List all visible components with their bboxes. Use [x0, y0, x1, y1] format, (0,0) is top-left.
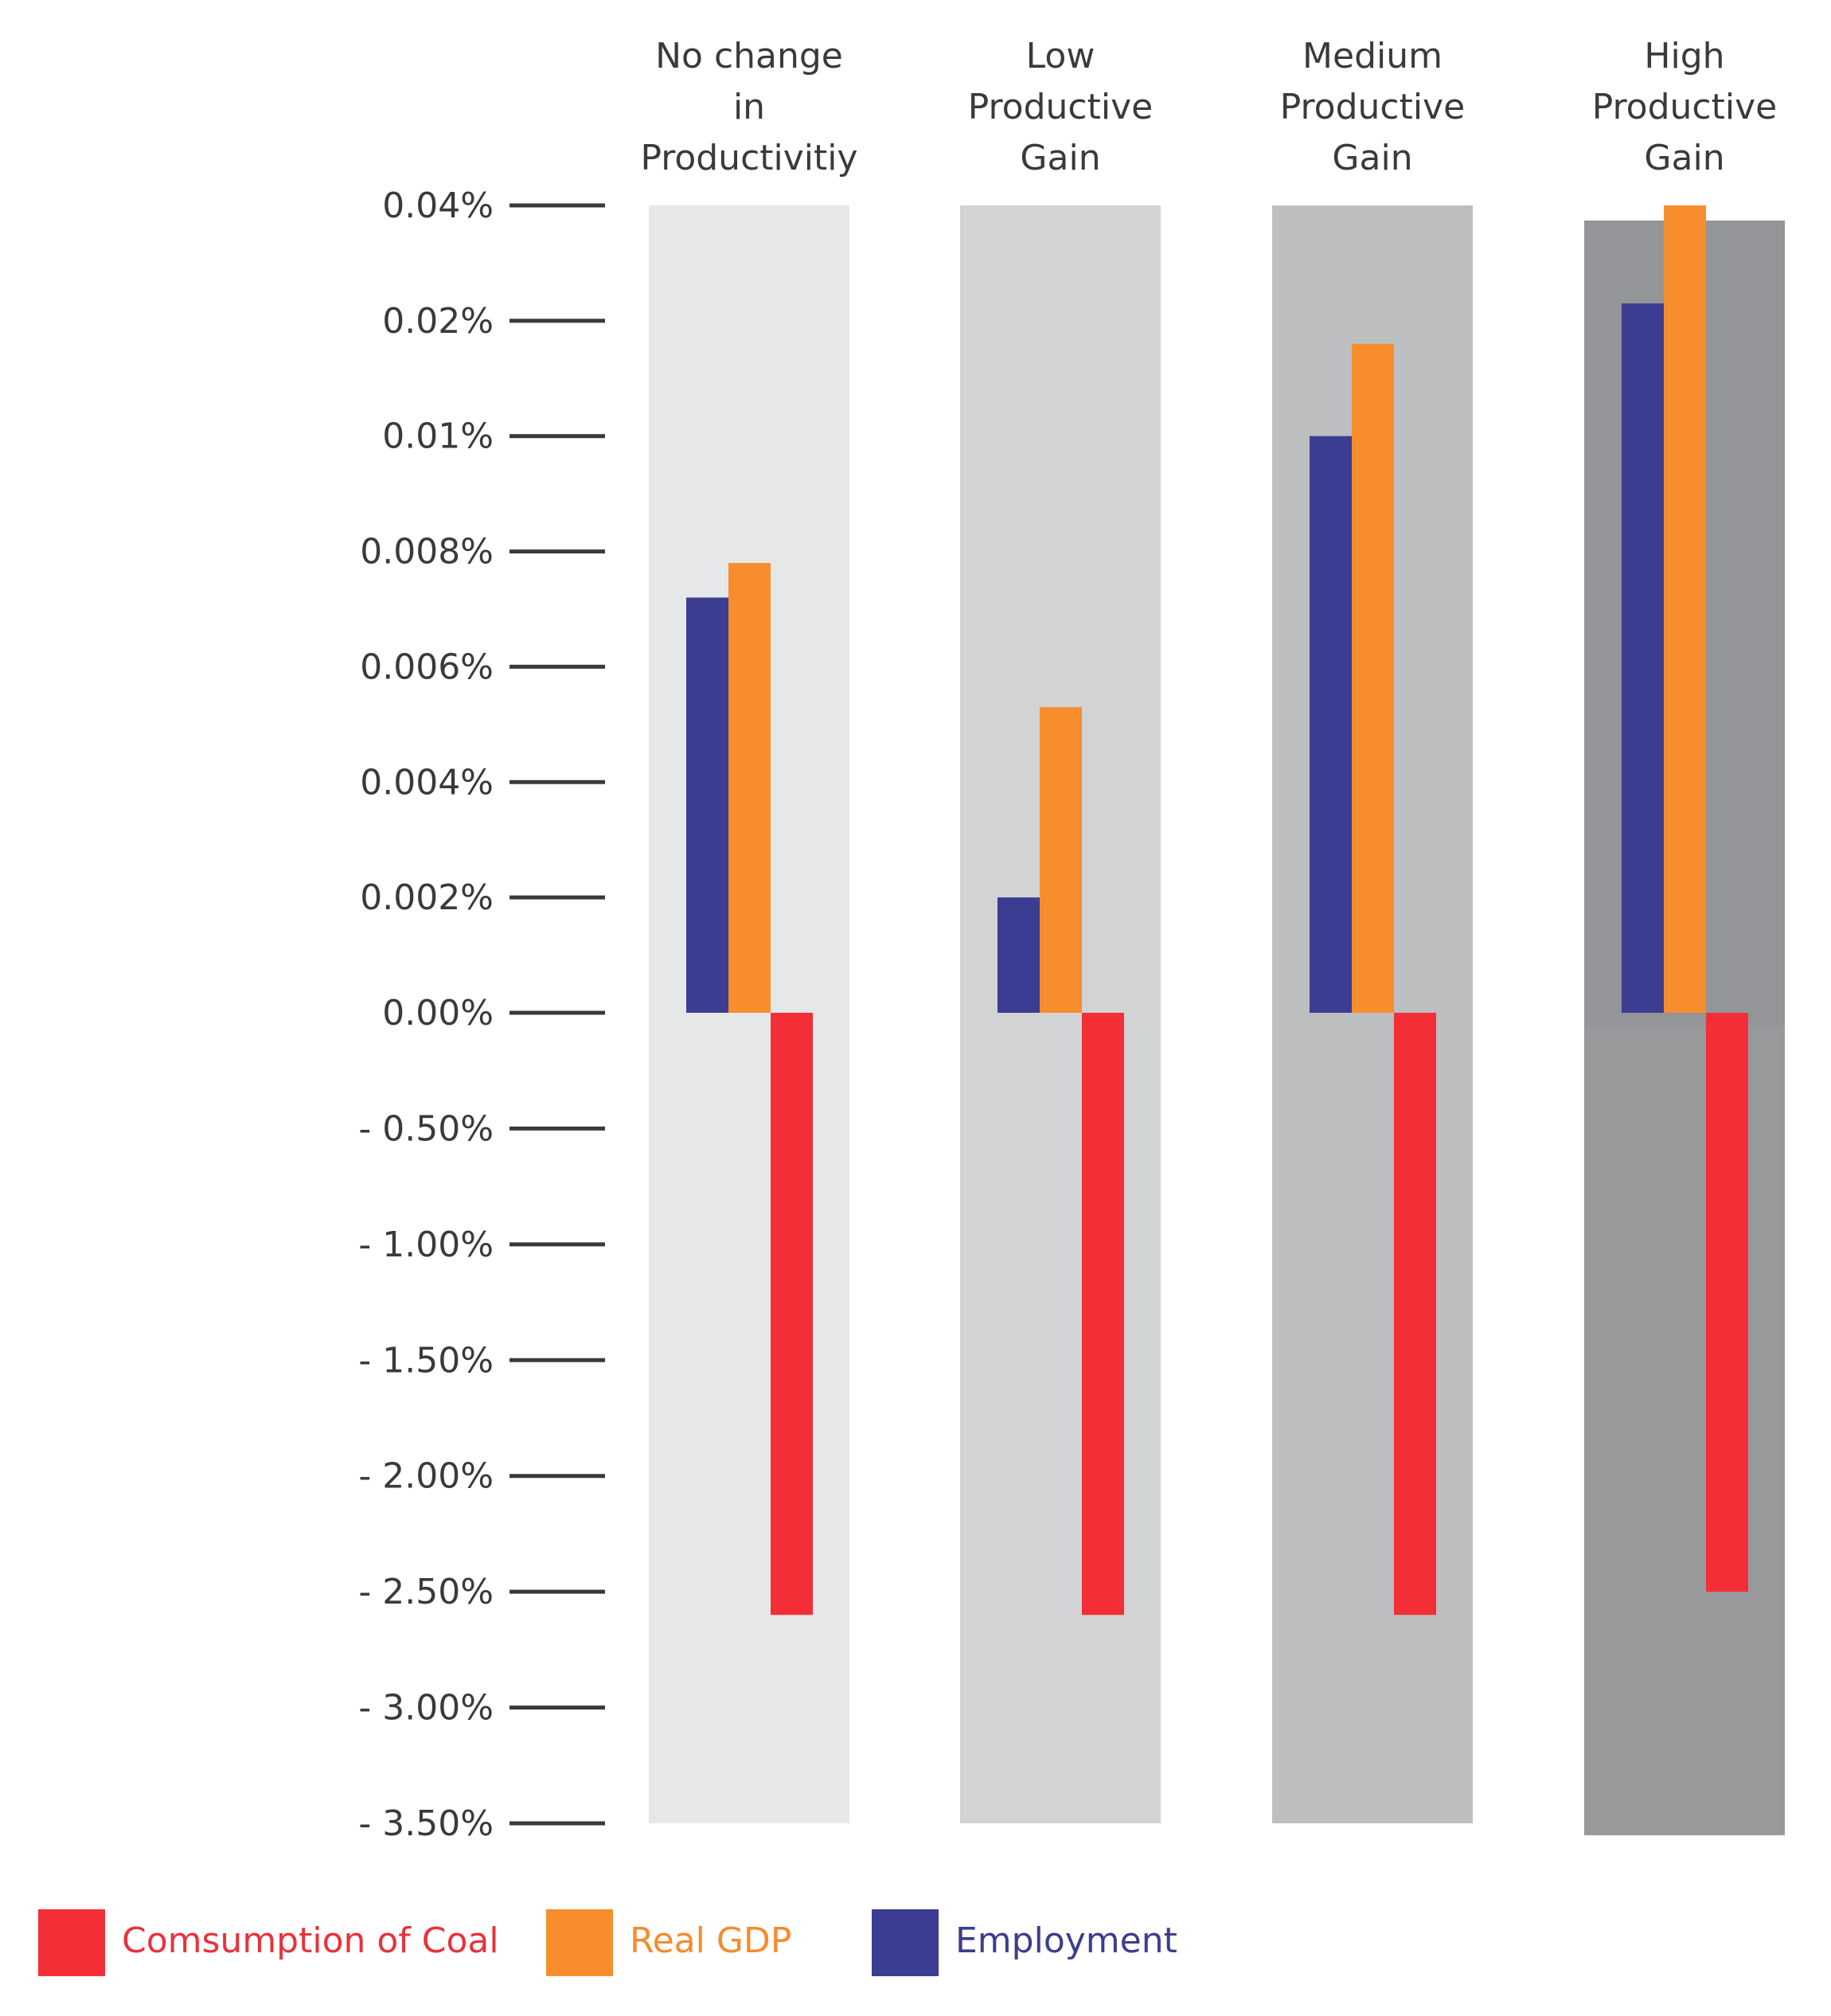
- category-label-line: No change: [655, 36, 843, 76]
- category-label-line: Productive: [1592, 87, 1777, 127]
- bar-comsumption-of-coal: [771, 1013, 813, 1616]
- y-tick-label: 0.04%: [382, 186, 494, 226]
- category-label-line: Productive: [968, 87, 1153, 127]
- legend-label: Employment: [955, 1920, 1177, 1961]
- category-label-line: Productivitiy: [640, 138, 857, 178]
- category-label-line: in: [733, 87, 765, 127]
- y-tick-label: - 3.50%: [358, 1803, 494, 1844]
- category-background-lower-4: [1584, 1027, 1785, 1835]
- y-tick-label: - 3.00%: [358, 1688, 494, 1729]
- y-tick-label: - 2.50%: [358, 1572, 494, 1612]
- y-tick-label: 0.008%: [360, 532, 494, 572]
- y-tick-label: - 1.00%: [358, 1225, 494, 1265]
- category-label-line: Gain: [1644, 138, 1724, 178]
- category-background-1: [649, 205, 849, 1823]
- y-tick-label: - 1.50%: [358, 1340, 494, 1381]
- bar-real-gdp: [1352, 343, 1394, 1013]
- bar-employment: [1310, 436, 1352, 1013]
- legend-label: Real GDP: [630, 1920, 791, 1961]
- category-label-line: Medium: [1302, 36, 1443, 76]
- category-label-line: Gain: [1332, 138, 1412, 178]
- bar-real-gdp: [728, 563, 771, 1013]
- bar-real-gdp: [1040, 707, 1082, 1013]
- bar-real-gdp: [1664, 205, 1706, 1013]
- y-tick-label: - 0.50%: [358, 1108, 494, 1149]
- y-tick-label: - 2.00%: [358, 1456, 494, 1497]
- bar-employment: [1622, 303, 1664, 1014]
- category-label-line: Gain: [1020, 138, 1100, 178]
- category-label-line: High: [1644, 36, 1724, 76]
- category-label-line: Productive: [1280, 87, 1465, 127]
- legend-label: Comsumption of Coal: [122, 1920, 499, 1961]
- bar-employment: [686, 597, 728, 1013]
- legend-swatch: [872, 1909, 939, 1976]
- bar-comsumption-of-coal: [1082, 1013, 1124, 1616]
- bar-comsumption-of-coal: [1706, 1013, 1748, 1592]
- category-background-2: [960, 205, 1161, 1823]
- legend-swatch: [546, 1909, 613, 1976]
- y-tick-label: 0.01%: [382, 416, 494, 457]
- legend-swatch: [38, 1909, 105, 1976]
- bar-comsumption-of-coal: [1394, 1013, 1436, 1616]
- bar-employment: [997, 897, 1040, 1013]
- y-tick-label: 0.02%: [382, 301, 494, 342]
- y-tick-label: 0.002%: [360, 877, 494, 918]
- y-tick-label: 0.006%: [360, 647, 494, 687]
- category-label-line: Low: [1026, 36, 1095, 76]
- y-tick-label: 0.00%: [382, 993, 494, 1033]
- y-tick-label: 0.004%: [360, 762, 494, 803]
